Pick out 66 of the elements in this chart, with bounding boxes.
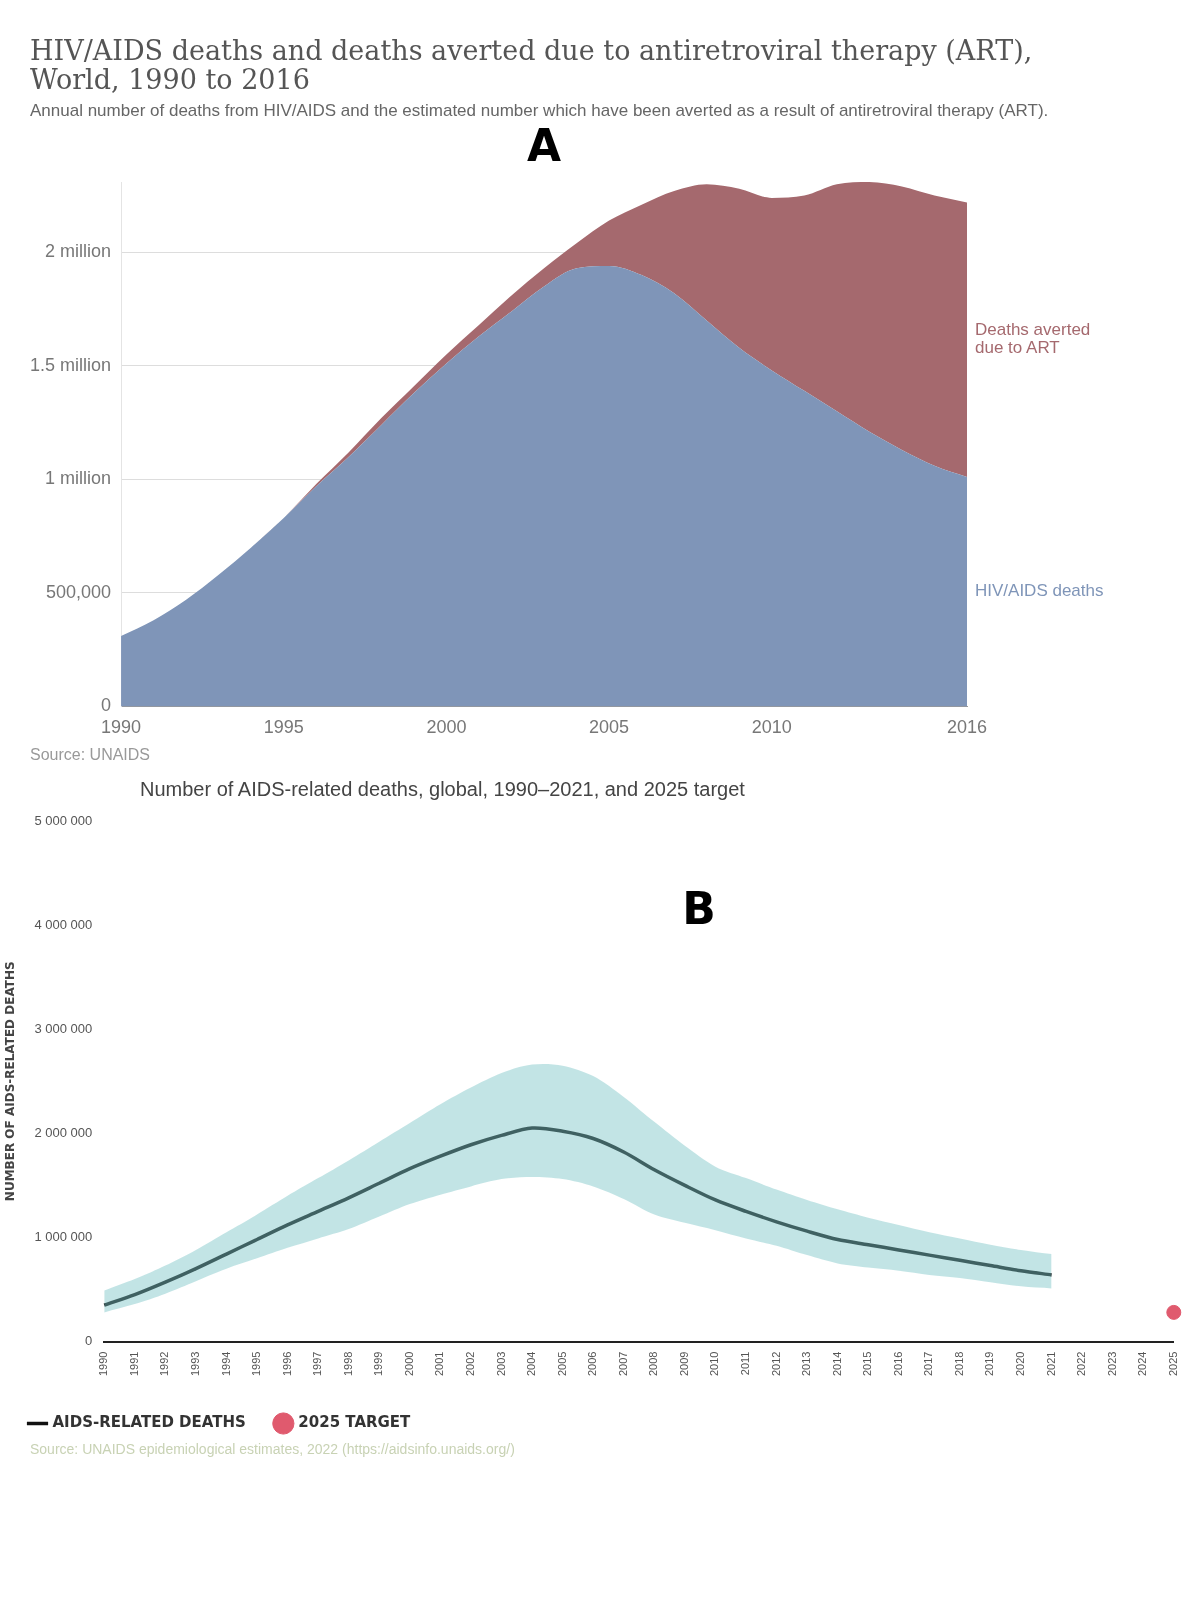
y-tick-label: 1 million bbox=[45, 468, 112, 489]
x-tick-label: 1998 bbox=[341, 1351, 354, 1377]
x-tick-label: 2023 bbox=[1105, 1351, 1118, 1377]
x-tick-label: 1995 bbox=[263, 717, 304, 738]
x-tick-label: 1990 bbox=[101, 717, 142, 738]
x-tick-label: 2012 bbox=[769, 1351, 782, 1377]
legend-label: AIDS-RELATED DEATHS bbox=[52, 1413, 246, 1432]
x-tick-label: 2010 bbox=[751, 717, 792, 738]
x-tick-label: 2011 bbox=[739, 1351, 751, 1376]
y-tick-label: 2 000 000 bbox=[34, 1124, 93, 1140]
source-note: Source: UNAIDS bbox=[30, 746, 151, 763]
x-tick-label: 2017 bbox=[922, 1351, 935, 1377]
x-tick-label: 2015 bbox=[861, 1351, 874, 1377]
x-tick-label: 2022 bbox=[1075, 1351, 1088, 1377]
x-tick-label: 2016 bbox=[946, 717, 988, 738]
x-tick-label: 2019 bbox=[983, 1351, 996, 1377]
line-series bbox=[102, 1126, 1054, 1307]
y-axis-title: NUMBER OF AIDS-RELATED DEATHS bbox=[3, 961, 18, 1202]
x-tick-label: 2025 bbox=[1166, 1351, 1179, 1377]
x-tick-label: 1990 bbox=[97, 1351, 110, 1377]
series-label: Deaths averted due to ART bbox=[975, 320, 1091, 358]
y-tick-label: 500,000 bbox=[45, 581, 112, 602]
legend-label: 2025 TARGET bbox=[298, 1413, 412, 1432]
x-tick-label: 1997 bbox=[311, 1351, 324, 1377]
x-tick-label: 2021 bbox=[1044, 1351, 1057, 1377]
x-tick-label: 1992 bbox=[158, 1351, 171, 1377]
x-tick-label: 1994 bbox=[219, 1351, 232, 1377]
x-tick-label: 2008 bbox=[647, 1351, 660, 1377]
chart-title: Number of AIDS-related deaths, global, 1990–2021, and 2025 target bbox=[140, 778, 746, 801]
x-tick-label: 2007 bbox=[616, 1351, 629, 1377]
source-note: Source: UNAIDS epidemiological estimates, 2022 (https://aidsinfo.unaids.org/) bbox=[30, 1441, 515, 1457]
y-tick-label: 1 000 000 bbox=[34, 1229, 93, 1244]
x-tick-label: 2005 bbox=[589, 717, 630, 738]
x-tick-label: 2014 bbox=[830, 1351, 843, 1377]
x-tick-label: 2016 bbox=[891, 1351, 904, 1377]
x-tick-label: 2005 bbox=[555, 1351, 568, 1377]
y-tick-label: 1.5 million bbox=[29, 354, 112, 375]
y-tick-label: 3 000 000 bbox=[34, 1020, 93, 1036]
y-tick-label: 0 bbox=[85, 1333, 93, 1349]
y-tick-label: 4 000 000 bbox=[34, 916, 93, 932]
x-tick-label: 2001 bbox=[433, 1351, 446, 1377]
x-tick-label: 2009 bbox=[677, 1351, 690, 1377]
x-tick-label: 1991 bbox=[127, 1351, 140, 1377]
x-tick-label: 2004 bbox=[525, 1351, 538, 1377]
chart-title: HIV/AIDS deaths and deaths averted due to antiretroviral therapy (ART), World, 1990 to 2016 bbox=[30, 34, 1034, 95]
text: A bbox=[526, 120, 562, 172]
y-tick-label: 2 million bbox=[45, 241, 112, 262]
x-tick-label: 1996 bbox=[280, 1351, 293, 1377]
x-tick-label: 2013 bbox=[800, 1351, 813, 1377]
x-tick-label: 2006 bbox=[586, 1351, 599, 1377]
annotation: B bbox=[682, 883, 716, 935]
series-label: HIV/AIDS deaths bbox=[975, 581, 1104, 601]
x-tick-label: 2010 bbox=[708, 1351, 721, 1377]
y-tick-label: 0 bbox=[101, 695, 112, 716]
x-tick-label: 2000 bbox=[426, 717, 467, 738]
x-tick-label: 2024 bbox=[1136, 1351, 1149, 1377]
x-tick-label: 1995 bbox=[250, 1351, 263, 1377]
x-tick-label: 2018 bbox=[952, 1351, 965, 1377]
x-tick-label: 2020 bbox=[1014, 1351, 1027, 1377]
x-tick-label: 1999 bbox=[372, 1351, 385, 1377]
x-tick-label: 2002 bbox=[463, 1351, 476, 1377]
x-tick-label: 2000 bbox=[402, 1351, 415, 1377]
chart-subtitle: Annual number of deaths from HIV/AIDS and the estimated number which have been averted as a result of antiretroviral therapy (ART). bbox=[30, 100, 1050, 122]
x-tick-label: 2003 bbox=[494, 1351, 507, 1377]
x-tick-label: 1993 bbox=[188, 1351, 201, 1377]
y-tick-label: 5 000 000 bbox=[34, 812, 93, 828]
